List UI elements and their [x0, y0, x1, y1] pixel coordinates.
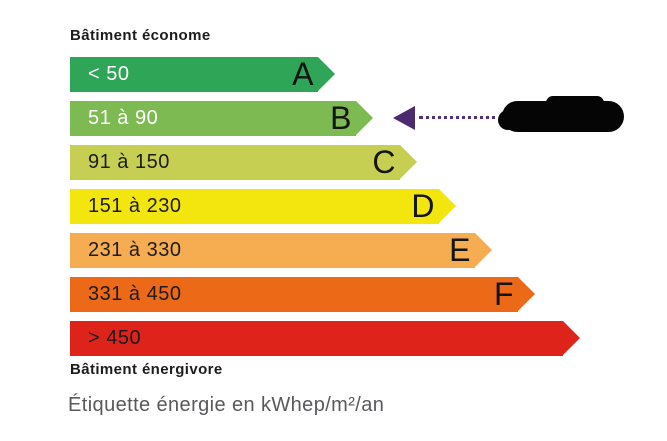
energy-bar-d: 151 à 230 D	[70, 187, 563, 224]
energy-bar-e-body: 231 à 330 E	[70, 231, 492, 268]
selection-arrow-icon	[393, 106, 415, 130]
bar-arrow-tip-icon	[518, 277, 535, 311]
bar-arrow-tip-icon	[475, 233, 492, 267]
energy-bar-b-body: 51 à 90 B	[70, 99, 373, 136]
bar-arrow-tip-icon	[356, 101, 373, 135]
range-label: 231 à 330	[88, 239, 182, 261]
range-label: > 450	[88, 327, 142, 349]
energy-bar-f-body: 331 à 450 F	[70, 275, 535, 312]
range-label: 91 à 150	[88, 151, 170, 173]
energy-bar-g: > 450 G	[70, 321, 580, 356]
bar-arrow-tip-icon	[400, 145, 417, 179]
energy-bar-g-body: > 450 G	[70, 321, 580, 356]
range-label: 51 à 90	[88, 107, 159, 129]
range-label: < 50	[88, 63, 130, 85]
class-letter: B	[330, 99, 352, 136]
energy-bar-b: 51 à 90 B	[70, 99, 563, 136]
bar-arrow-tip-icon	[563, 321, 580, 355]
economical-building-label: Bâtiment économe	[70, 27, 211, 44]
redacted-value-blob	[498, 96, 624, 132]
bar-arrow-tip-icon	[439, 189, 456, 223]
range-label: 331 à 450	[88, 283, 182, 305]
class-letter: E	[449, 231, 471, 268]
dotted-connector-line	[419, 116, 503, 119]
bar-arrow-tip-icon	[318, 57, 335, 91]
energy-bar-a: < 50 A	[70, 55, 563, 92]
energy-bar-c-body: 91 à 150 C	[70, 143, 417, 180]
class-letter: A	[292, 55, 314, 92]
energy-bar-a-body: < 50 A	[70, 55, 335, 92]
class-letter: F	[493, 275, 514, 312]
energy-bar-e: 231 à 330 E	[70, 231, 563, 268]
range-label: 151 à 230	[88, 195, 182, 217]
class-letter: C	[372, 143, 396, 180]
energy-bar-c: 91 à 150 C	[70, 143, 563, 180]
figure-caption: Étiquette énergie en kWhep/m²/an	[68, 394, 385, 416]
energy-hungry-building-label: Bâtiment énergivore	[70, 361, 223, 378]
class-letter: D	[411, 187, 435, 224]
energy-bar-f: 331 à 450 F	[70, 275, 563, 312]
energy-bar-d-body: 151 à 230 D	[70, 187, 456, 224]
energy-scale: < 50 A 51 à 90 B 91 à 150 C 151 à 230 D	[70, 55, 580, 365]
